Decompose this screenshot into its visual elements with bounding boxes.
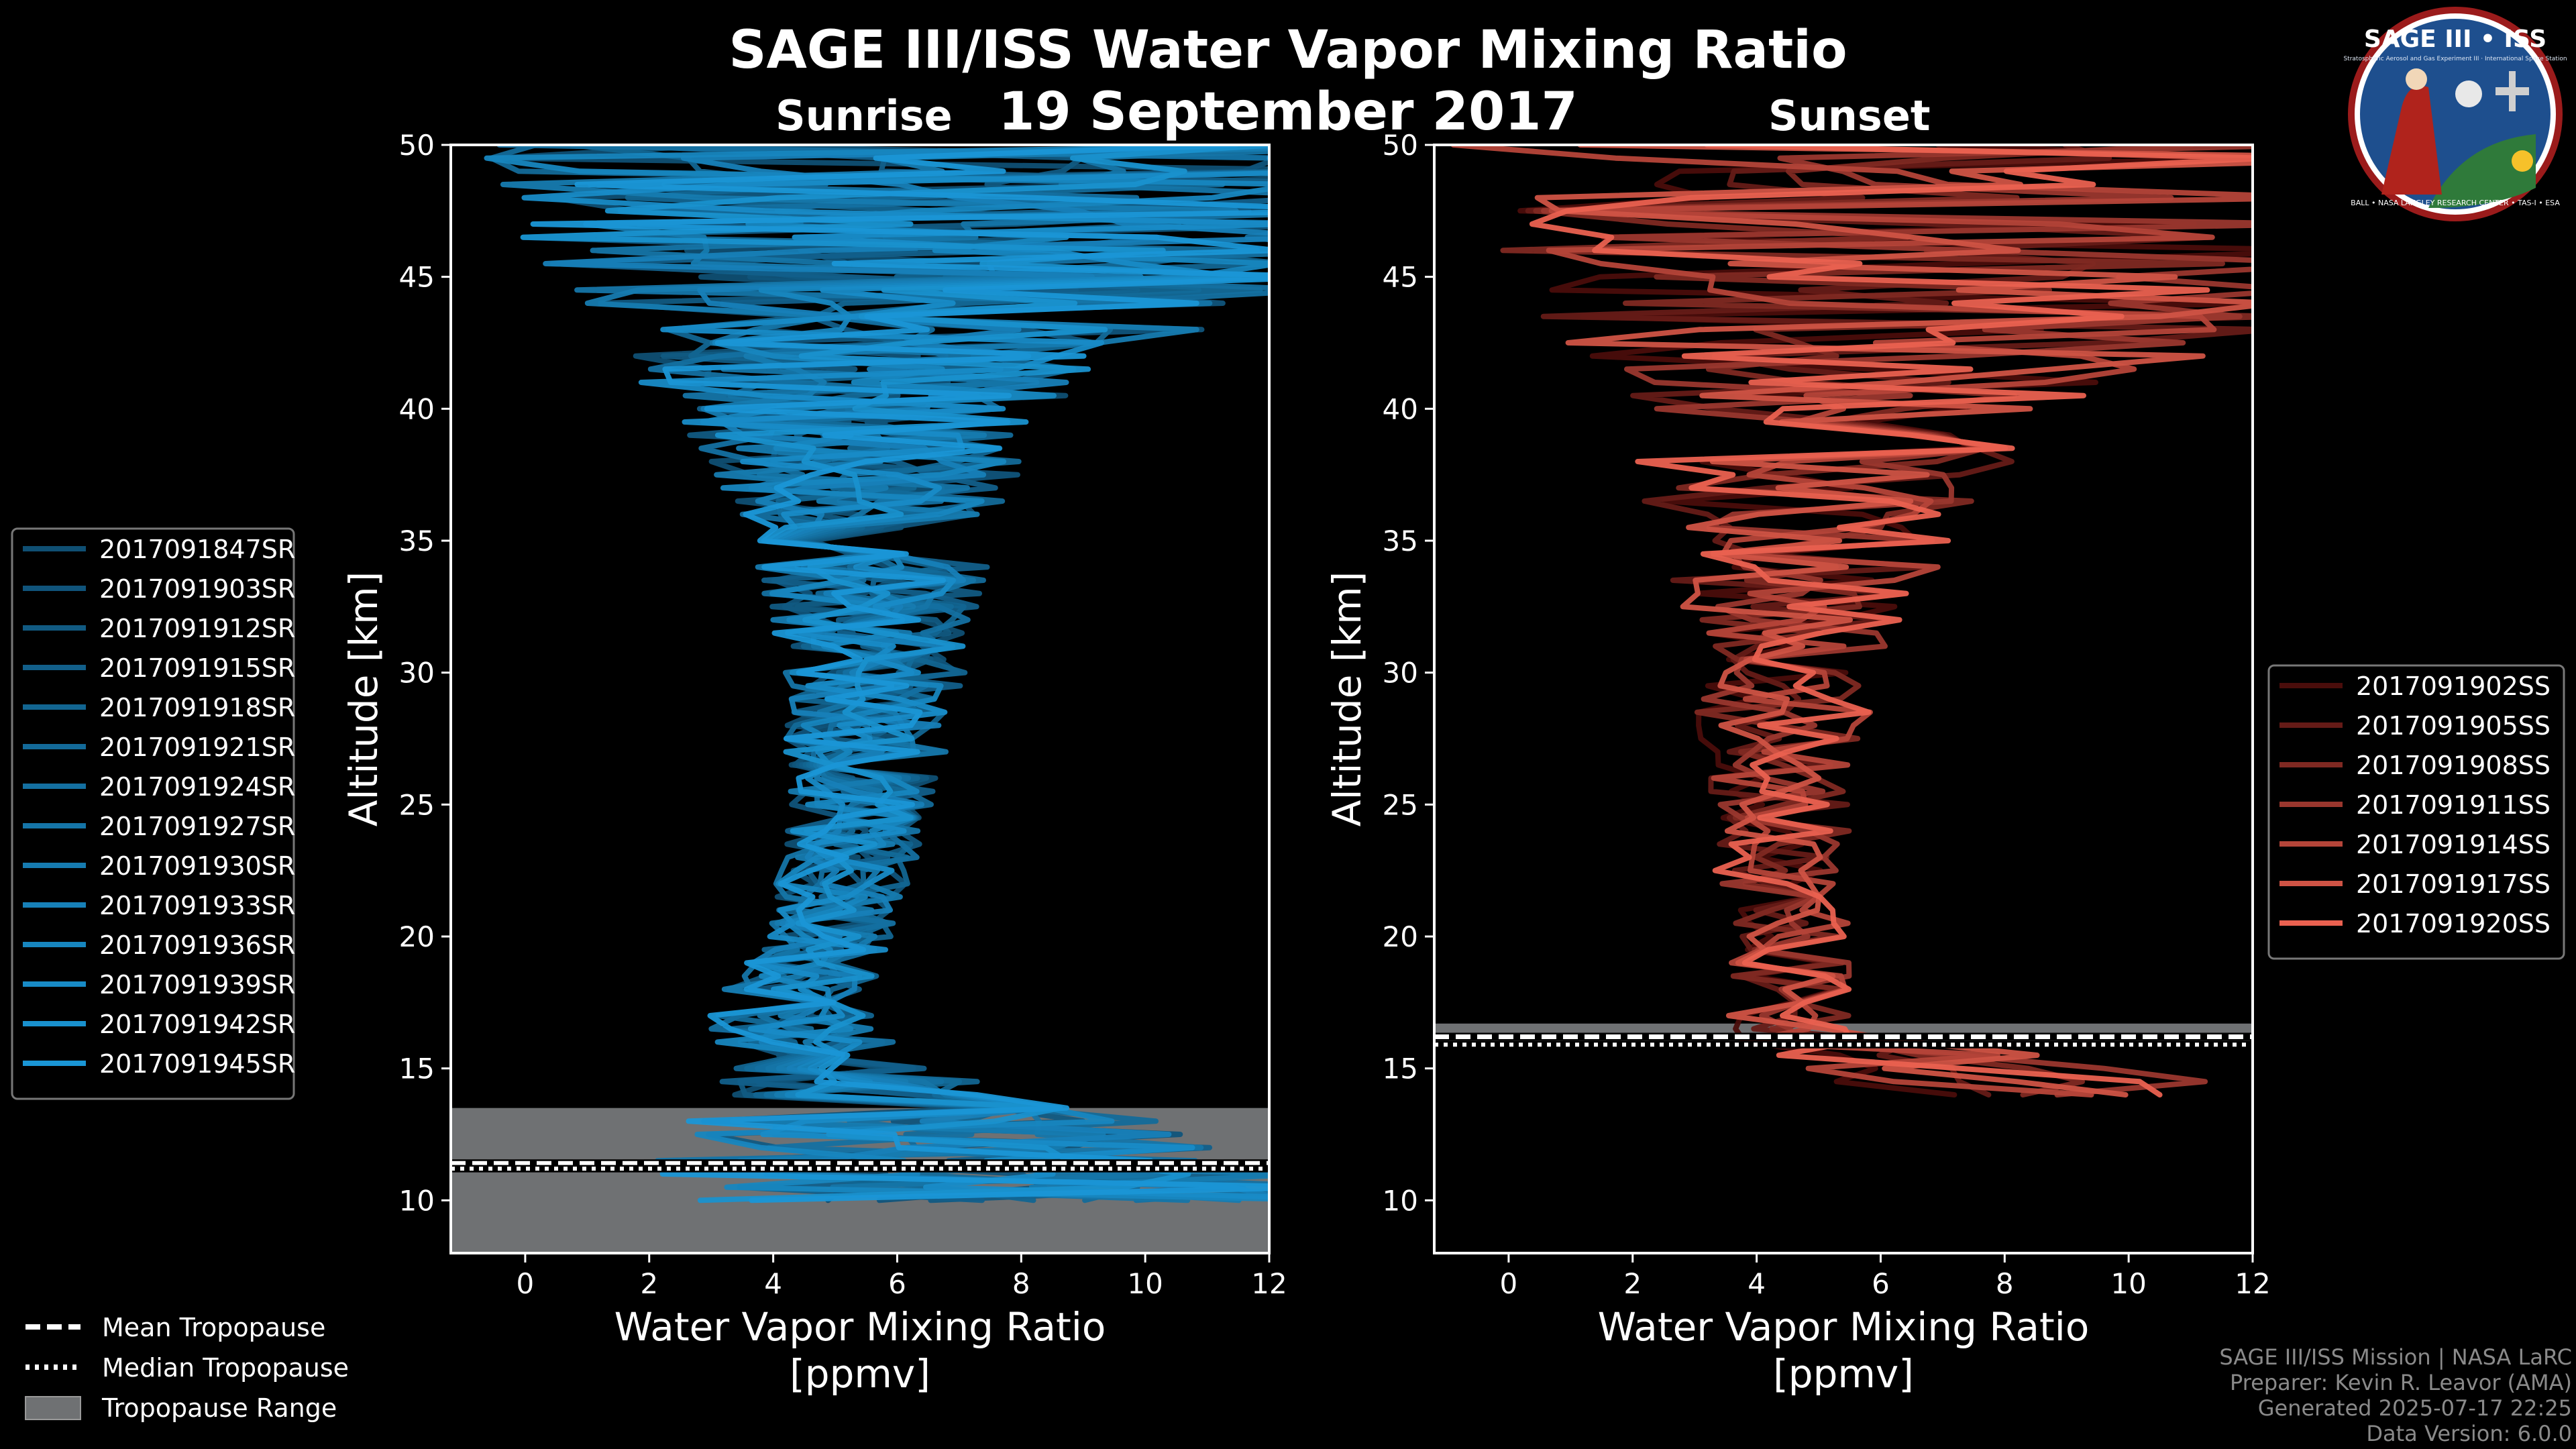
logo-moon: [2455, 80, 2482, 107]
y-tick-label: 25: [399, 788, 435, 821]
x-tick-label: 6: [888, 1267, 906, 1300]
x-axis-label: Water Vapor Mixing Ratio: [1598, 1304, 2090, 1350]
plot-frame: [449, 144, 1271, 1254]
legend-range-label: Tropopause Range: [101, 1393, 337, 1423]
legend-label: 2017091847SR: [99, 535, 295, 564]
credits-line-3: Generated 2025-07-17 22:25: [2257, 1395, 2572, 1421]
legend-label: 2017091911SS: [2356, 790, 2551, 820]
legend-label: 2017091903SR: [99, 574, 295, 604]
x-tick-label: 4: [1748, 1267, 1766, 1300]
profile-2017091917SS: [1534, 145, 2253, 1097]
plot-area: [451, 145, 1269, 1253]
sage-logo: SAGE III • ISS Stratospheric Aerosol and…: [2343, 7, 2567, 221]
legend-label: 2017091936SR: [99, 930, 295, 960]
x-tick-label: 0: [517, 1267, 535, 1300]
profile-2017091914SS: [1450, 145, 2253, 1097]
logo-ring-text: BALL • NASA LANGLEY RESEARCH CENTER • TA…: [2351, 199, 2560, 207]
logo-figure-head: [2406, 68, 2427, 90]
legend-label: 2017091942SR: [99, 1010, 295, 1039]
y-tick-label: 40: [1383, 392, 1418, 425]
legend-label: 2017091930SR: [99, 851, 295, 881]
legend-label: 2017091902SS: [2356, 672, 2551, 701]
y-tick-label: 50: [1383, 129, 1418, 162]
logo-sun: [2512, 150, 2533, 172]
legends: 2017091847SR 2017091903SR 2017091912SR 2017…: [11, 527, 2565, 1423]
legend-label: 2017091921SR: [99, 733, 295, 762]
x-tick-label: 4: [764, 1267, 782, 1300]
y-tick-label: 35: [1383, 525, 1418, 557]
legend-box: [11, 527, 295, 1100]
plot-area: [1434, 145, 2253, 1097]
legend-label: 2017091933SR: [99, 891, 295, 920]
x-tick-label: 10: [1127, 1267, 1163, 1300]
y-tick-label: 45: [399, 261, 435, 294]
y-tick-label: 10: [399, 1184, 435, 1217]
x-axis-label-unit: [ppmv]: [1773, 1351, 1914, 1397]
sunrise-plot: 0 2 4 6 8 10 12 10 15 20 25 30 35 40 45 50 Water Vapor M…: [341, 129, 1287, 1397]
legend-label: 2017091924SR: [99, 772, 295, 802]
x-tick-label: 12: [2235, 1267, 2270, 1300]
legend-label: 2017091905SS: [2356, 711, 2551, 741]
logo-figure: [2381, 86, 2442, 195]
sunrise-panel-title: Sunrise: [775, 91, 953, 140]
sunset-plot: 0 2 4 6 8 10 12 10 15 20 25 30 35 40 45 50 Water Vapor M…: [1324, 129, 2271, 1397]
profile-2017091911SS: [1541, 145, 2253, 1097]
x-tick-label: 2: [640, 1267, 658, 1300]
profile-2017091920SS: [1529, 145, 2253, 1097]
x-tick-label: 12: [1251, 1267, 1287, 1300]
figure-title: SAGE III/ISS Water Vapor Mixing Ratio: [729, 20, 1847, 80]
legend-label: 2017091920SS: [2356, 909, 2551, 938]
legend-label: 2017091915SR: [99, 653, 295, 683]
y-tick-label: 30: [399, 657, 435, 690]
legend-label: 2017091917SS: [2356, 869, 2551, 899]
y-tick-label: 40: [399, 392, 435, 425]
y-axis-label: Altitude [km]: [341, 572, 386, 826]
y-tick-label: 10: [1383, 1184, 1418, 1217]
legend-mean-label: Mean Tropopause: [102, 1313, 325, 1342]
legend-label: 2017091945SR: [99, 1049, 295, 1079]
x-axis-label-unit: [ppmv]: [790, 1351, 930, 1397]
y-tick-label: 15: [1383, 1053, 1418, 1085]
legend-median-label: Median Tropopause: [102, 1353, 349, 1383]
credits-line-4: Data Version: 6.0.0: [2366, 1421, 2572, 1446]
x-tick-label: 6: [1872, 1267, 1890, 1300]
y-axis-label: Altitude [km]: [1324, 572, 1370, 826]
legend-label: 2017091908SS: [2356, 751, 2551, 780]
legend-label: 2017091914SS: [2356, 830, 2551, 859]
plot-frame: [1433, 144, 2254, 1254]
y-tick-label: 20: [399, 920, 435, 953]
y-tick-label: 35: [399, 525, 435, 557]
sunset-panel-title: Sunset: [1768, 91, 1931, 140]
y-tick-label: 15: [399, 1053, 435, 1085]
logo-iss-truss: [2509, 71, 2516, 111]
legend-range-swatch: [25, 1396, 81, 1420]
logo-subtext: Stratospheric Aerosol and Gas Experiment…: [2343, 56, 2567, 62]
profile-2017091939SR: [521, 155, 1269, 1200]
y-tick-label: 30: [1383, 657, 1418, 690]
x-tick-label: 8: [1996, 1267, 2014, 1300]
x-tick-label: 8: [1012, 1267, 1030, 1300]
credits-line-2: Preparer: Kevin R. Leavor (AMA): [2229, 1370, 2572, 1395]
profile-2017091942SR: [520, 145, 1269, 1203]
y-tick-label: 50: [399, 129, 435, 162]
y-tick-label: 20: [1383, 920, 1418, 953]
legend-label: 2017091918SR: [99, 693, 295, 722]
credits: SAGE III/ISS Mission | NASA LaRC Prepare…: [2219, 1344, 2572, 1446]
x-axis-label: Water Vapor Mixing Ratio: [614, 1304, 1106, 1350]
x-tick-label: 0: [1500, 1267, 1518, 1300]
profile-2017091945SR: [530, 145, 1269, 1203]
logo-earth: [2428, 134, 2536, 208]
y-tick-label: 45: [1383, 261, 1418, 294]
legend-label: 2017091927SR: [99, 812, 295, 841]
legend-label: 2017091912SR: [99, 614, 295, 643]
x-tick-label: 2: [1623, 1267, 1642, 1300]
legend-label: 2017091939SR: [99, 970, 295, 1000]
figure-date: 19 September 2017: [998, 82, 1578, 142]
x-tick-label: 10: [2110, 1267, 2146, 1300]
logo-text: SAGE III • ISS: [2364, 25, 2546, 53]
credits-line-1: SAGE III/ISS Mission | NASA LaRC: [2219, 1344, 2572, 1370]
y-tick-label: 25: [1383, 788, 1418, 821]
